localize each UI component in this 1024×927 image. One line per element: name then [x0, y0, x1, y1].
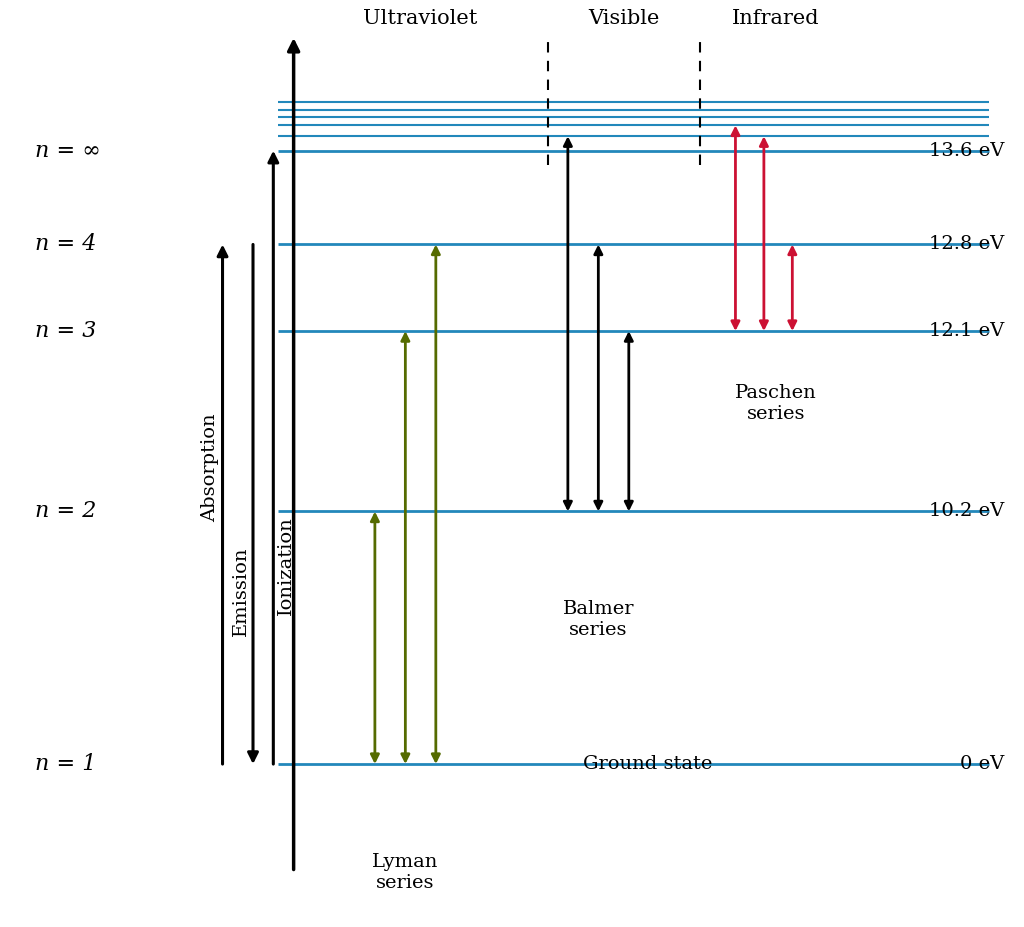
Text: Balmer
series: Balmer series [562, 601, 634, 639]
Text: Ground state: Ground state [583, 756, 713, 773]
Text: n = 4: n = 4 [35, 234, 96, 256]
Text: 12.1 eV: 12.1 eV [930, 322, 1005, 340]
Text: 12.8 eV: 12.8 eV [930, 235, 1005, 253]
Text: Visible: Visible [588, 9, 659, 28]
Text: 0 eV: 0 eV [961, 756, 1005, 773]
Text: Ultraviolet: Ultraviolet [364, 9, 478, 28]
Text: 10.2 eV: 10.2 eV [930, 502, 1005, 520]
Text: Paschen
series: Paschen series [735, 384, 817, 423]
Text: n = 2: n = 2 [35, 501, 96, 523]
Text: n = ∞: n = ∞ [35, 140, 100, 161]
Text: Absorption: Absorption [202, 413, 219, 523]
Text: Emission: Emission [231, 546, 250, 636]
Text: n = 3: n = 3 [35, 320, 96, 342]
Text: Ionization: Ionization [276, 516, 295, 615]
Text: n = 1: n = 1 [35, 753, 96, 775]
Text: 13.6 eV: 13.6 eV [929, 142, 1005, 159]
Text: Infrared: Infrared [732, 9, 820, 28]
Text: Lyman
series: Lyman series [372, 853, 438, 892]
